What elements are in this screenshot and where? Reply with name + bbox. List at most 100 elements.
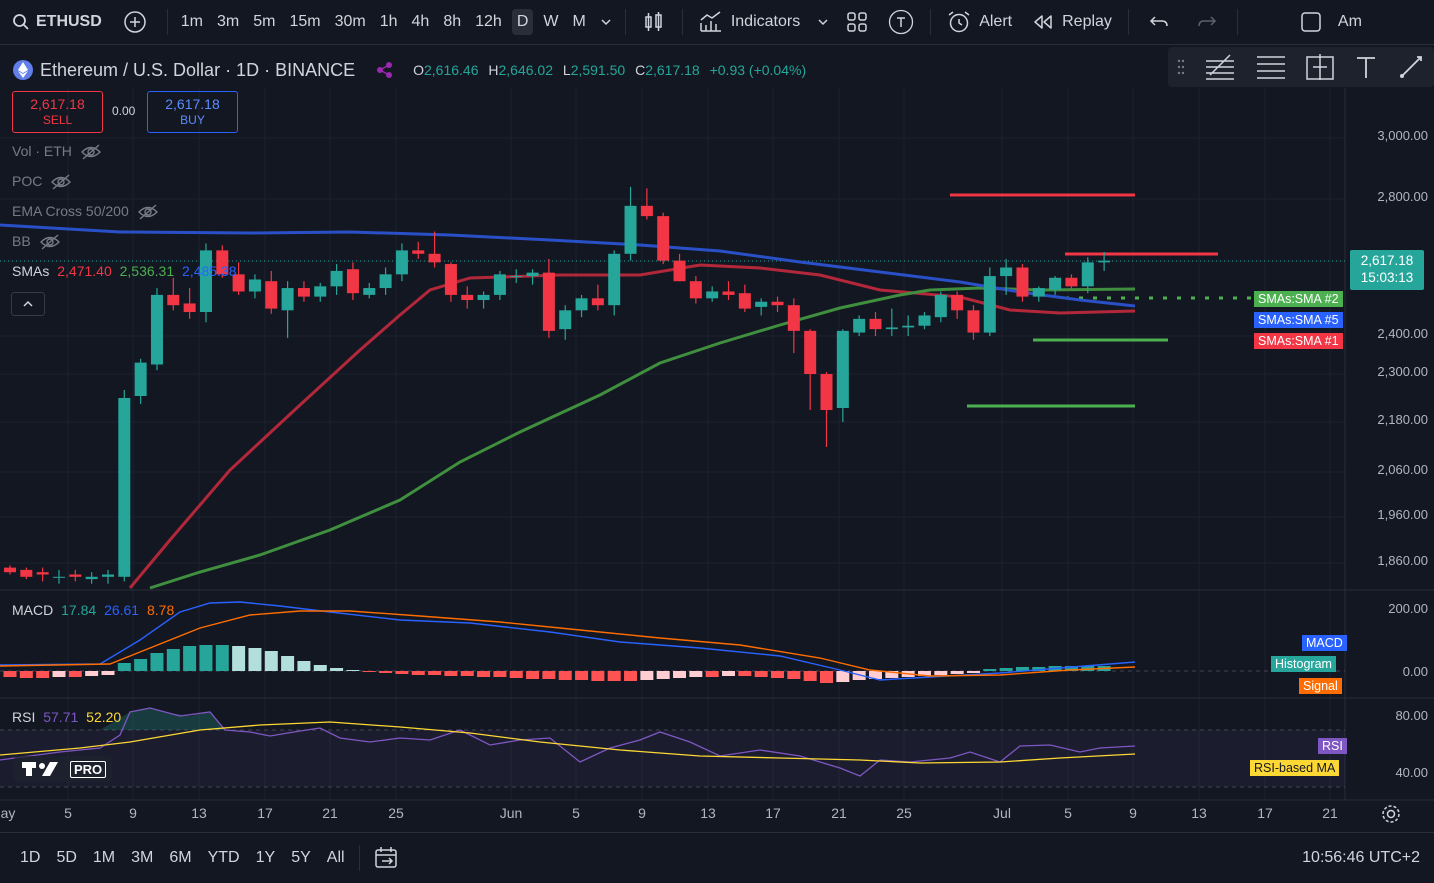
histogram-bar	[52, 671, 66, 677]
chart-type-button[interactable]	[632, 0, 676, 44]
rsi-overbought-fill	[100, 708, 225, 730]
eye-off-icon[interactable]	[39, 234, 61, 250]
histogram-bar	[591, 671, 605, 681]
range-1m[interactable]: 1M	[92, 849, 116, 866]
timeframe-15m[interactable]: 15m	[289, 13, 321, 30]
timeframe-d[interactable]: D	[511, 9, 534, 35]
timeframe-8h[interactable]: 8h	[443, 13, 462, 30]
indicators-dropdown[interactable]	[810, 0, 836, 44]
patterns-icon[interactable]	[1305, 53, 1335, 81]
chart-area[interactable]: Ethereum / U.S. Dollar · 1D · BINANCE O2…	[0, 45, 1434, 831]
date-range-icon[interactable]	[374, 846, 400, 870]
indicators-button[interactable]: Indicators	[689, 0, 810, 44]
macd-line[interactable]	[0, 601, 1136, 681]
range-1y[interactable]: 1Y	[255, 849, 276, 866]
sell-button[interactable]: 2,617.18 SELL	[12, 91, 103, 133]
timeframe-w[interactable]: W	[543, 13, 559, 30]
signal-line[interactable]	[0, 610, 1136, 677]
candle	[1098, 252, 1111, 271]
sma-5-line[interactable]	[0, 223, 1136, 308]
histogram-bar	[248, 648, 262, 671]
alert-button[interactable]: Alert	[937, 0, 1022, 44]
timeframe-12h[interactable]: 12h	[475, 13, 502, 30]
range-1d[interactable]: 1D	[20, 849, 41, 866]
eye-off-icon[interactable]	[80, 144, 102, 160]
range-6m[interactable]: 6M	[169, 849, 192, 866]
candle	[69, 569, 82, 582]
candle	[608, 250, 621, 316]
sma-1-line[interactable]	[128, 263, 1136, 589]
histogram-bar	[689, 671, 703, 677]
timeframe-dropdown[interactable]	[593, 0, 619, 44]
timeframe-1h[interactable]: 1h	[379, 13, 398, 30]
candle	[526, 269, 539, 285]
timeframe-1m[interactable]: 1m	[180, 13, 204, 30]
rsi-line[interactable]	[0, 707, 1136, 777]
candle	[4, 565, 16, 575]
histogram-bar	[999, 668, 1013, 671]
divider	[1127, 9, 1129, 35]
candle	[1016, 264, 1029, 302]
range-5d[interactable]: 5D	[56, 849, 77, 866]
symbol-title[interactable]: Ethereum / U.S. Dollar · 1D · BINANCE	[40, 59, 356, 80]
macd-legend[interactable]: MACD 17.84 26.61 8.78	[12, 602, 174, 618]
price-chart[interactable]	[0, 45, 1434, 831]
candle	[1000, 258, 1013, 295]
timeframe-5m[interactable]: 5m	[253, 13, 276, 30]
current-price: 2,617.18	[1360, 253, 1414, 268]
macd-axis-zero: 0.00	[1402, 664, 1428, 679]
range-5y[interactable]: 5Y	[291, 849, 311, 866]
text-icon[interactable]	[1354, 54, 1378, 80]
histogram-bar	[362, 671, 376, 672]
templates-button[interactable]	[878, 0, 924, 44]
range-3m[interactable]: 3M	[131, 849, 154, 866]
histogram-bar	[264, 651, 278, 671]
chevron-up-icon	[23, 300, 33, 307]
settings-gear-icon[interactable]	[1380, 803, 1402, 825]
candle	[232, 262, 245, 295]
brush-icon[interactable]	[1397, 53, 1425, 81]
collapse-legend-button[interactable]	[11, 292, 45, 316]
timeframe-30m[interactable]: 30m	[334, 13, 366, 30]
search-icon	[13, 14, 29, 30]
rsi-ma-line[interactable]	[0, 721, 1136, 764]
time-axis-label: 17	[257, 805, 273, 821]
eye-off-icon[interactable]	[137, 204, 159, 220]
eye-off-icon[interactable]	[50, 174, 72, 190]
poc-legend[interactable]: POC	[12, 173, 72, 190]
data-provider-icon[interactable]	[375, 60, 395, 80]
buy-price: 2,617.18	[165, 96, 220, 112]
rsi-legend[interactable]: RSI 57.71 52.20	[12, 709, 121, 725]
replay-button[interactable]: Replay	[1022, 0, 1122, 44]
range-all[interactable]: All	[326, 849, 345, 866]
layouts-button[interactable]	[836, 0, 878, 44]
vol-legend[interactable]: Vol · ETH	[12, 143, 102, 160]
timeframe-3m[interactable]: 3m	[217, 13, 240, 30]
undo-button[interactable]	[1135, 0, 1183, 44]
fullscreen-button[interactable]	[1244, 0, 1336, 44]
compare-button[interactable]	[109, 0, 161, 44]
divider	[1236, 9, 1238, 35]
redo-button[interactable]	[1183, 0, 1231, 44]
histogram-bar	[134, 659, 148, 671]
replay-label: Replay	[1062, 13, 1112, 30]
clock[interactable]: 10:56:46 UTC+2	[1302, 849, 1420, 866]
bb-legend[interactable]: BB	[12, 233, 61, 250]
symbol-search[interactable]: ETHUSD	[0, 0, 109, 44]
smas-legend[interactable]: SMAs 2,471.40 2,536.31 2,485.38	[12, 263, 237, 279]
candle	[118, 390, 131, 582]
tradingview-logo[interactable]: PRO	[14, 756, 113, 782]
range-ytd[interactable]: YTD	[207, 849, 240, 866]
timeframe-m[interactable]: M	[572, 13, 586, 30]
fib-icon[interactable]	[1255, 53, 1287, 81]
sma-2-line[interactable]	[149, 286, 1136, 590]
drag-handle-icon[interactable]	[1177, 58, 1185, 76]
buy-button[interactable]: 2,617.18 BUY	[147, 91, 238, 133]
trend-lines-icon[interactable]	[1204, 53, 1236, 81]
histogram-bar	[983, 669, 997, 671]
account-menu[interactable]: Am	[1336, 0, 1362, 44]
ema-cross-legend[interactable]: EMA Cross 50/200	[12, 203, 159, 220]
chart-legend: Ethereum / U.S. Dollar · 1D · BINANCE O2…	[12, 59, 806, 81]
low-value: 2,591.50	[570, 62, 626, 78]
timeframe-4h[interactable]: 4h	[411, 13, 430, 30]
